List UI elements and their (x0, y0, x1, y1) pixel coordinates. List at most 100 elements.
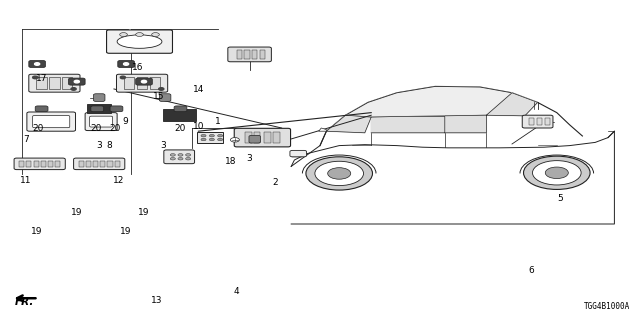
Bar (537, 118, 542, 125)
Bar (49, 77, 60, 89)
Bar (48, 161, 53, 167)
Text: 10: 10 (193, 122, 204, 131)
Circle shape (152, 33, 159, 36)
FancyBboxPatch shape (159, 94, 171, 101)
FancyBboxPatch shape (27, 112, 76, 131)
Bar (529, 118, 534, 125)
Text: TGG4B1000A: TGG4B1000A (584, 302, 630, 311)
Bar (19, 161, 24, 167)
Polygon shape (326, 115, 371, 133)
Bar (150, 77, 160, 89)
Polygon shape (319, 128, 326, 131)
FancyBboxPatch shape (164, 150, 195, 164)
Text: 19: 19 (120, 227, 132, 236)
FancyBboxPatch shape (136, 78, 152, 85)
FancyBboxPatch shape (91, 106, 104, 112)
Circle shape (136, 33, 143, 36)
FancyBboxPatch shape (35, 106, 48, 112)
Polygon shape (346, 86, 538, 117)
Text: 3: 3 (247, 154, 252, 163)
Bar (115, 161, 120, 167)
Text: 2: 2 (273, 178, 278, 187)
Text: 3: 3 (161, 141, 166, 150)
Circle shape (315, 161, 364, 186)
Text: FR.: FR. (15, 297, 34, 308)
Bar (87, 104, 111, 113)
Text: 6: 6 (529, 266, 534, 275)
Circle shape (209, 138, 214, 141)
Text: 19: 19 (31, 227, 43, 236)
Circle shape (71, 88, 76, 90)
Circle shape (209, 134, 214, 137)
Circle shape (524, 156, 590, 189)
Circle shape (178, 154, 183, 156)
Bar (260, 50, 265, 59)
Bar (545, 118, 550, 125)
FancyBboxPatch shape (174, 106, 187, 112)
Circle shape (218, 138, 223, 141)
Text: 20: 20 (90, 124, 102, 132)
Text: 18: 18 (225, 157, 236, 166)
Circle shape (201, 138, 206, 141)
Circle shape (532, 161, 581, 185)
FancyBboxPatch shape (290, 150, 307, 157)
Bar (252, 50, 257, 59)
Text: 20: 20 (109, 124, 121, 132)
Polygon shape (371, 116, 445, 133)
Text: 7: 7 (23, 135, 28, 144)
FancyBboxPatch shape (106, 30, 172, 53)
FancyBboxPatch shape (85, 113, 117, 131)
FancyBboxPatch shape (110, 106, 123, 112)
Bar (93, 161, 98, 167)
Circle shape (201, 134, 206, 137)
Circle shape (159, 88, 164, 90)
Bar (245, 132, 252, 143)
Text: 17: 17 (36, 74, 47, 83)
Bar (124, 77, 134, 89)
Bar (237, 50, 242, 59)
Bar (79, 161, 84, 167)
Bar (137, 77, 147, 89)
Text: 19: 19 (71, 208, 83, 217)
FancyBboxPatch shape (29, 60, 45, 68)
Circle shape (545, 167, 568, 179)
FancyBboxPatch shape (93, 94, 105, 101)
Bar (62, 77, 72, 89)
Ellipse shape (117, 35, 162, 48)
Bar (41, 161, 46, 167)
Bar (264, 132, 271, 143)
Text: 14: 14 (193, 85, 204, 94)
Bar (273, 132, 280, 143)
FancyBboxPatch shape (14, 158, 65, 170)
FancyBboxPatch shape (522, 115, 553, 128)
Circle shape (141, 80, 147, 83)
Bar (36, 77, 47, 89)
Text: 3: 3 (97, 141, 102, 150)
Polygon shape (291, 86, 614, 224)
Circle shape (306, 157, 372, 190)
Bar (244, 50, 250, 59)
Bar (108, 161, 113, 167)
Circle shape (120, 76, 125, 79)
Text: 9: 9 (122, 117, 127, 126)
FancyBboxPatch shape (234, 128, 291, 147)
Bar (100, 161, 106, 167)
Circle shape (328, 168, 351, 179)
FancyBboxPatch shape (90, 116, 113, 127)
Circle shape (33, 76, 38, 79)
Text: 15: 15 (153, 92, 164, 100)
Circle shape (120, 33, 127, 36)
Polygon shape (486, 93, 538, 116)
Circle shape (218, 134, 223, 137)
FancyBboxPatch shape (68, 78, 85, 85)
Bar (163, 109, 196, 121)
Bar (26, 161, 31, 167)
Text: 5: 5 (557, 194, 563, 203)
Bar (55, 161, 60, 167)
Text: 11: 11 (20, 176, 31, 185)
Circle shape (170, 154, 175, 156)
Circle shape (186, 154, 191, 156)
Circle shape (178, 157, 183, 160)
Circle shape (170, 157, 175, 160)
FancyBboxPatch shape (74, 158, 125, 170)
